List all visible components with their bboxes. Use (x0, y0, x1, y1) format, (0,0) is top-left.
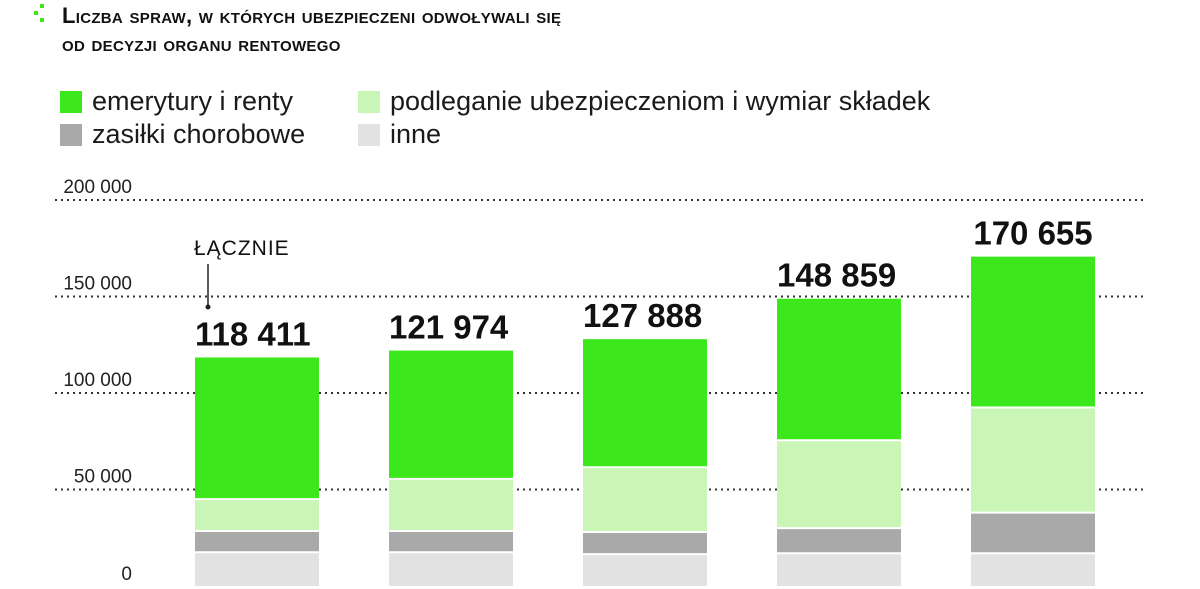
bar-segment (389, 552, 513, 586)
y-tick-label: 50 000 (74, 467, 132, 488)
legend-label-zasilki: zasiłki chorobowe (92, 119, 306, 149)
legend-label-emerytury: emerytury i renty (92, 86, 294, 116)
legend-label-inne: inne (390, 119, 442, 149)
annotation-pointer-dot (205, 304, 211, 310)
legend-item-inne: inne (358, 119, 441, 150)
bar-segment (195, 530, 319, 553)
bar-segment (583, 467, 707, 532)
chart-title: Liczba spraw, w których ubezpieczeni odw… (32, 2, 561, 58)
bar-segment (583, 554, 707, 586)
legend-item-podleganie: podleganie ubezpieczeniom i wymiar skład… (358, 86, 930, 117)
title-line-2: od decyzji organu rentowego (62, 31, 341, 56)
legend-swatch-inne (358, 123, 380, 146)
total-label: 118 411 (195, 315, 311, 352)
legend-swatch-podleganie (358, 90, 380, 113)
total-label: 121 974 (389, 309, 509, 346)
bar-segment (971, 407, 1095, 513)
bar-segment (971, 512, 1095, 554)
legend-swatch-emerytury (60, 90, 82, 113)
y-tick-label: 200 000 (63, 177, 132, 198)
bar-segment (389, 350, 513, 479)
bar-segment (777, 298, 901, 441)
title-line-1: Liczba spraw, w których ubezpieczeni odw… (62, 3, 562, 28)
bar-segment (777, 528, 901, 554)
bar-segment (583, 531, 707, 555)
bar-segment (777, 553, 901, 586)
y-tick-label: 150 000 (63, 274, 132, 295)
legend-item-emerytury: emerytury i renty (60, 86, 293, 117)
bar-segment (195, 357, 319, 500)
total-label: 148 859 (777, 257, 896, 294)
bar-segment (583, 339, 707, 468)
bar-segment (971, 553, 1095, 586)
legend-label-podleganie: podleganie ubezpieczeniom i wymiar skład… (390, 86, 931, 116)
title-bullet-icon (34, 4, 44, 22)
bar-segment (389, 530, 513, 553)
legend-swatch-zasilki (60, 123, 82, 146)
y-tick-label: 100 000 (63, 370, 132, 391)
bar-segment (195, 552, 319, 586)
bar-segment (389, 478, 513, 531)
bar-segment (195, 499, 319, 531)
legend-item-zasilki: zasiłki chorobowe (60, 119, 305, 150)
total-label: 127 888 (583, 297, 702, 334)
annotation-label: ŁĄCZNIE (194, 237, 290, 260)
bar-segment (971, 256, 1095, 408)
total-label: 170 655 (973, 215, 1092, 252)
bar-segment (777, 440, 901, 529)
y-tick-label: 0 (121, 564, 132, 585)
